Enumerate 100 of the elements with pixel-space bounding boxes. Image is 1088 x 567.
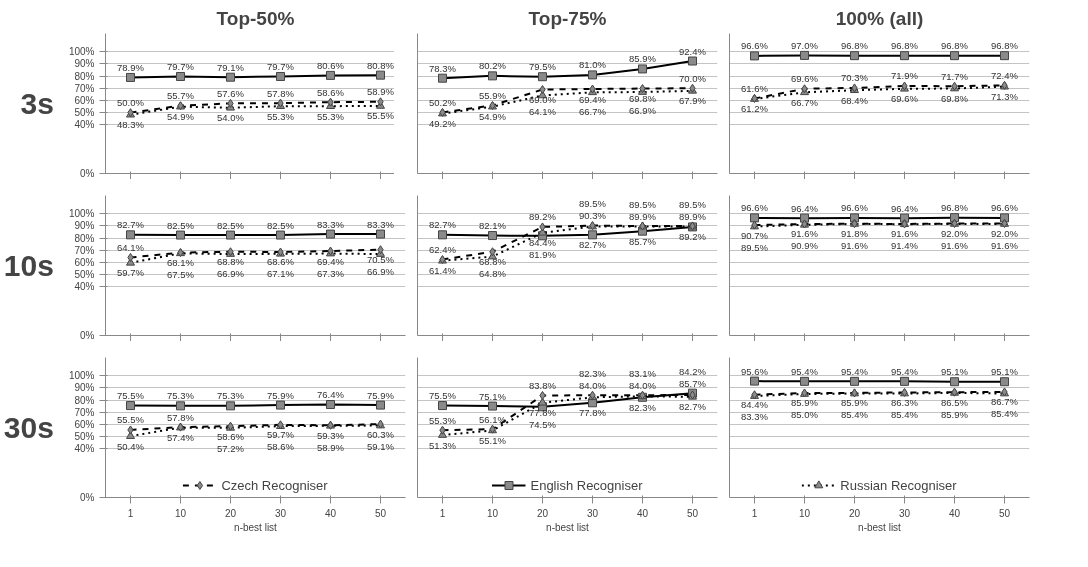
data-label: 84.0% xyxy=(579,379,607,391)
y-tick-label: 90% xyxy=(74,382,95,394)
y-tick-label: 80% xyxy=(74,70,95,82)
y-tick-label: 60% xyxy=(74,94,95,106)
data-label: 72.4% xyxy=(991,69,1019,81)
data-label: 71.9% xyxy=(891,70,919,82)
data-label: 86.3% xyxy=(891,396,919,408)
data-label: 86.5% xyxy=(941,396,969,408)
data-label: 58.6% xyxy=(217,430,245,442)
data-label: 75.5% xyxy=(429,390,457,402)
data-label: 77.8% xyxy=(529,407,557,419)
data-label: 68.4% xyxy=(841,94,869,106)
data-label: 55.3% xyxy=(267,110,295,122)
data-label: 57.4% xyxy=(167,432,195,444)
y-tick-label: 40% xyxy=(74,443,95,455)
data-label: 92.4% xyxy=(679,45,707,57)
data-label: 76.4% xyxy=(317,388,345,400)
data-label: 79.1% xyxy=(217,61,245,73)
data-label: 57.2% xyxy=(217,442,245,454)
data-label: 81.9% xyxy=(529,249,557,261)
data-label: 75.9% xyxy=(367,389,395,401)
x-tick-label: 30 xyxy=(586,507,599,519)
data-label: 95.4% xyxy=(891,365,919,377)
data-label: 64.1% xyxy=(117,241,145,253)
data-label: 79.7% xyxy=(167,60,195,72)
data-label: 96.6% xyxy=(741,202,769,214)
data-label: 71.7% xyxy=(941,70,969,82)
data-label: 89.2% xyxy=(529,211,557,223)
x-tick-label: 10 xyxy=(486,507,499,519)
legend-label: Czech Recogniser xyxy=(221,477,328,493)
x-tick-label: 30 xyxy=(274,507,287,519)
data-label: 82.7% xyxy=(679,401,707,413)
data-label: 96.8% xyxy=(941,40,969,52)
x-axis-title: n-best list xyxy=(546,521,590,533)
data-label: 91.6% xyxy=(941,240,969,251)
data-label: 83.3% xyxy=(741,411,769,423)
data-label: 55.9% xyxy=(479,89,507,101)
data-label: 68.8% xyxy=(217,256,245,268)
data-label: 68.1% xyxy=(167,257,195,269)
data-label: 58.6% xyxy=(317,86,345,98)
x-tick-label: 20 xyxy=(536,507,549,519)
data-label: 59.1% xyxy=(367,440,395,452)
data-label: 85.0% xyxy=(791,409,819,421)
y-tick-label: 90% xyxy=(74,58,95,70)
x-tick-label: 40 xyxy=(636,507,649,519)
x-tick-label: 50 xyxy=(374,507,387,519)
data-label: 96.6% xyxy=(741,40,769,52)
y-tick-label: 70% xyxy=(74,82,95,94)
data-label: 96.8% xyxy=(841,40,869,52)
data-label: 97.0% xyxy=(791,39,819,51)
data-label: 54.0% xyxy=(217,112,245,124)
data-label: 91.6% xyxy=(841,240,869,252)
data-label: 79.5% xyxy=(529,61,557,73)
data-label: 66.7% xyxy=(791,96,819,108)
data-label: 92.0% xyxy=(941,228,969,239)
data-label: 57.6% xyxy=(217,87,245,99)
data-label: 69.6% xyxy=(891,93,919,105)
data-label: 82.7% xyxy=(429,219,457,231)
data-label: 85.7% xyxy=(629,235,657,247)
data-label: 96.4% xyxy=(891,202,919,214)
data-label: 74.5% xyxy=(529,419,557,431)
x-tick-label: 20 xyxy=(224,507,237,519)
data-label: 90.7% xyxy=(741,229,769,241)
y-tick-label: 50% xyxy=(74,107,95,119)
x-tick-label: 10 xyxy=(174,507,187,519)
legend-label: Russian Recogniser xyxy=(840,477,957,493)
data-label: 85.9% xyxy=(941,408,969,420)
y-tick-label: 0% xyxy=(80,168,95,179)
data-label: 69.8% xyxy=(941,93,969,105)
data-label: 71.3% xyxy=(991,91,1019,103)
y-axis-title: 30s xyxy=(3,411,54,444)
data-label: 79.7% xyxy=(267,60,295,72)
y-tick-label: 60% xyxy=(74,256,95,268)
data-label: 85.7% xyxy=(679,377,707,389)
x-tick-label: 40 xyxy=(948,507,961,519)
data-label: 78.9% xyxy=(117,61,145,73)
data-label: 89.5% xyxy=(629,198,657,210)
x-tick-label: 1 xyxy=(127,507,134,519)
data-label: 57.8% xyxy=(167,411,195,423)
x-tick-label: 1 xyxy=(439,507,446,519)
x-axis-title: n-best list xyxy=(858,521,902,533)
data-label: 59.7% xyxy=(117,267,145,279)
data-label: 84.4% xyxy=(741,399,769,411)
data-label: 70.3% xyxy=(841,72,869,84)
data-label: 83.3% xyxy=(317,218,345,230)
data-label: 85.4% xyxy=(891,408,919,420)
y-tick-label: 100% xyxy=(68,46,95,58)
y-tick-label: 70% xyxy=(74,406,95,418)
data-label: 50.4% xyxy=(117,440,145,452)
data-label: 51.3% xyxy=(429,439,457,451)
data-label: 95.4% xyxy=(791,365,819,377)
data-label: 50.0% xyxy=(117,97,145,109)
data-label: 60.3% xyxy=(367,428,395,440)
data-label: 95.4% xyxy=(841,365,869,377)
data-label: 61.4% xyxy=(429,265,457,277)
chart-title: Top-50% xyxy=(216,7,295,29)
data-label: 95.1% xyxy=(941,366,969,378)
y-tick-label: 60% xyxy=(74,418,95,430)
legend-label: English Recogniser xyxy=(530,477,643,493)
data-label: 62.4% xyxy=(429,244,457,256)
